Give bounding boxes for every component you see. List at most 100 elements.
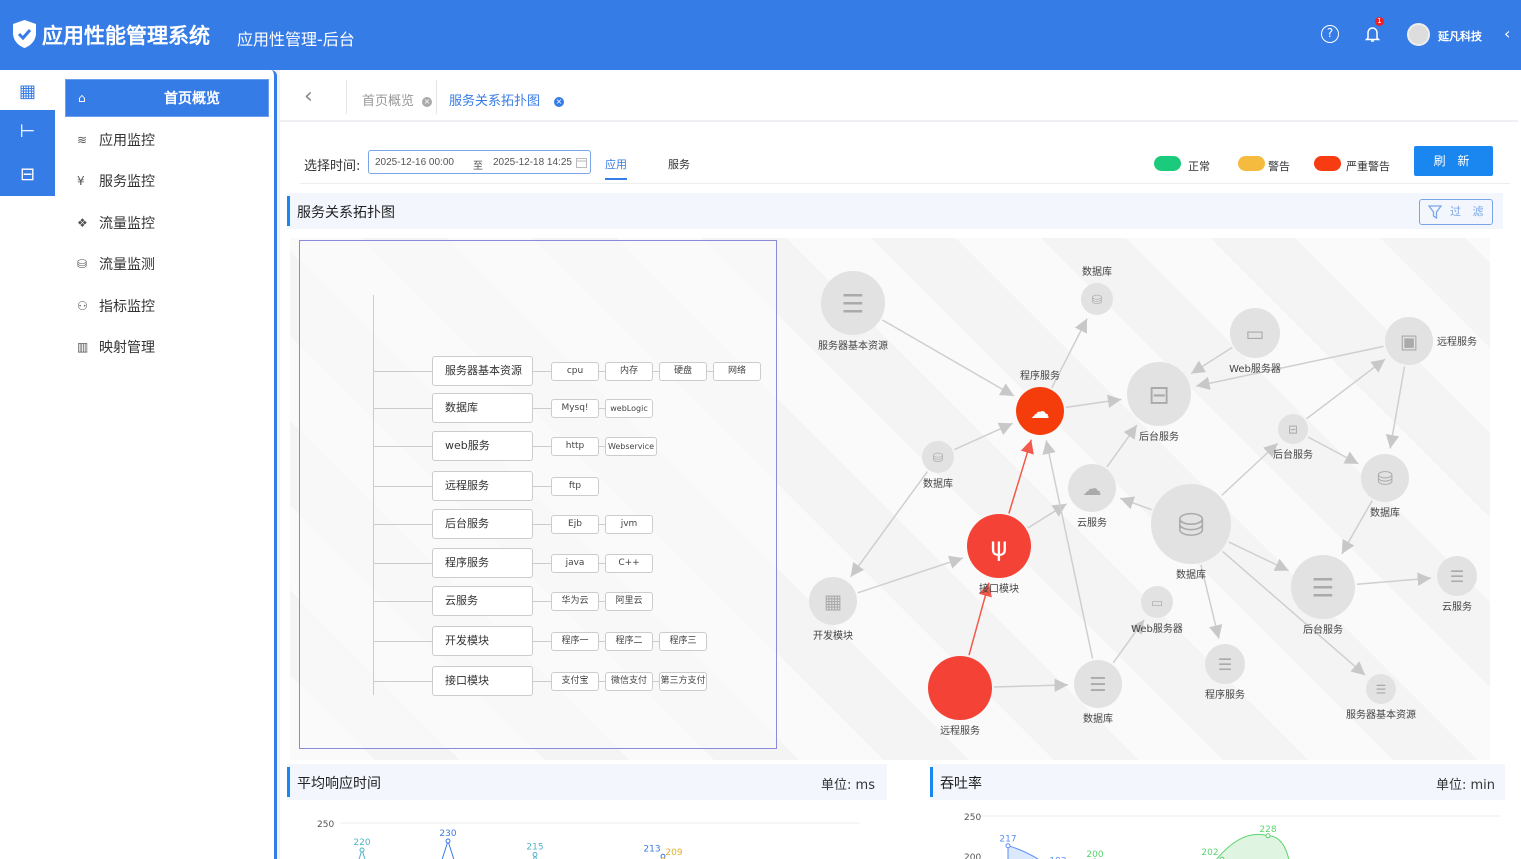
node-circle[interactable] <box>1366 674 1396 704</box>
data-point[interactable] <box>445 838 451 844</box>
menu-item[interactable]: ▥ 映射管理 <box>65 328 269 366</box>
tree-child-node[interactable]: java <box>551 554 599 573</box>
tree-child-node[interactable]: 内存 <box>605 362 653 381</box>
view-tab-service[interactable]: 服务 <box>668 158 690 171</box>
menu-item[interactable]: ≋ 应用监控 <box>65 121 269 159</box>
topology-node[interactable]: ⛁ 数据库 <box>1081 265 1113 315</box>
node-circle[interactable] <box>967 514 1031 578</box>
tree-child-node[interactable]: 阿里云 <box>605 592 653 611</box>
topology-node[interactable]: ⛁ 数据库 <box>1361 454 1409 519</box>
data-point[interactable] <box>1265 833 1271 839</box>
tree-parent-node[interactable]: 后台服务 <box>432 509 533 539</box>
topology-node[interactable]: ☰ 后台服务 <box>1291 555 1355 636</box>
node-circle[interactable] <box>1385 317 1433 365</box>
calendar-icon[interactable] <box>576 157 587 168</box>
topology-node[interactable]: ☰ 云服务 <box>1437 556 1477 613</box>
tree-child-node[interactable]: 程序一 <box>551 632 599 651</box>
server-icon[interactable]: ⊟ <box>0 152 55 196</box>
avatar[interactable] <box>1407 23 1430 46</box>
date-range-picker[interactable]: 2025-12-16 00:00 至 2025-12-18 14:25 <box>368 150 591 174</box>
back-chevron-icon[interactable]: ‹ <box>304 84 313 109</box>
tree-child-node[interactable]: 微信支付 <box>605 672 653 691</box>
node-circle[interactable] <box>1127 362 1191 426</box>
node-circle[interactable] <box>809 577 857 625</box>
node-circle[interactable] <box>1151 484 1231 564</box>
topology-node[interactable]: ▭ Web服务器 <box>1131 586 1183 635</box>
close-icon[interactable]: × <box>554 96 565 107</box>
node-circle[interactable] <box>1437 556 1477 596</box>
node-circle[interactable] <box>1205 644 1245 684</box>
topology-node[interactable]: ψ 接口模块 <box>967 514 1031 595</box>
topology-node[interactable]: ☰ 服务器基本资源 <box>818 271 888 352</box>
grid-icon[interactable]: ▦ <box>0 70 55 112</box>
topology-node[interactable]: ⊟ 后台服务 <box>1127 362 1191 443</box>
tree-child-node[interactable]: 程序二 <box>605 632 653 651</box>
topology-node[interactable]: ▣ 远程服务 <box>1385 317 1477 365</box>
bell-icon[interactable] <box>1365 26 1380 43</box>
topology-node[interactable]: ☰ 服务器基本资源 <box>1346 674 1416 721</box>
tree-child-node[interactable]: C++ <box>605 554 653 573</box>
node-circle[interactable] <box>1361 454 1409 502</box>
node-circle[interactable] <box>1291 555 1355 619</box>
tree-child-node[interactable]: 程序三 <box>659 632 707 651</box>
tree-parent-node[interactable]: 服务器基本资源 <box>432 356 533 386</box>
node-circle[interactable] <box>1230 308 1280 358</box>
topology-node[interactable]: ☰ 数据库 <box>1074 660 1122 725</box>
help-icon[interactable]: ? <box>1321 25 1339 43</box>
menu-item[interactable]: ❖ 流量监控 <box>65 204 269 242</box>
node-circle[interactable] <box>1081 283 1113 315</box>
tree-child-node[interactable]: 支付宝 <box>551 672 599 691</box>
tree-child-node[interactable]: jvm <box>605 515 653 534</box>
tree-child-node[interactable]: 网络 <box>713 362 761 381</box>
data-point[interactable] <box>532 852 538 857</box>
menu-item[interactable]: ¥ 服务监控 <box>65 162 269 200</box>
close-icon[interactable]: × <box>422 96 433 107</box>
tree-child-node[interactable]: Ejb <box>551 515 599 534</box>
tree-child-node[interactable]: ftp <box>551 477 599 496</box>
data-point[interactable] <box>359 847 365 853</box>
data-point[interactable] <box>1005 843 1011 849</box>
menu-item[interactable]: ⛁ 流量监测 <box>65 245 269 283</box>
topology-node[interactable]: ⛁ 数据库 <box>1151 484 1231 581</box>
node-circle[interactable] <box>1074 660 1122 708</box>
end-date[interactable]: 2025-12-18 14:25 <box>493 157 572 168</box>
tree-parent-node[interactable]: 远程服务 <box>432 471 533 501</box>
tree-child-node[interactable]: 硬盘 <box>659 362 707 381</box>
topology-node[interactable]: ⛁ 数据库 <box>922 441 954 490</box>
tree-parent-node[interactable]: 数据库 <box>432 393 533 423</box>
tree-parent-node[interactable]: web服务 <box>432 431 533 461</box>
tree-child-node[interactable]: Webservice <box>605 437 657 456</box>
tree-parent-node[interactable]: 云服务 <box>432 586 533 616</box>
topology-node[interactable]: 远程服务 <box>928 656 992 737</box>
menu-item[interactable]: ⌂ 首页概览 <box>65 79 269 117</box>
tree-child-node[interactable]: 华为云 <box>551 592 599 611</box>
collapse-chevron-icon[interactable]: ‹ <box>1504 24 1511 43</box>
tab-topology[interactable]: 服务关系拓扑图 × <box>449 90 565 109</box>
topology-node[interactable]: ☁ 程序服务 <box>1016 369 1064 435</box>
tree-parent-node[interactable]: 开发模块 <box>432 626 533 656</box>
node-circle[interactable] <box>1278 414 1308 444</box>
tree-child-node[interactable]: webLogic <box>605 399 653 418</box>
tree-child-node[interactable]: http <box>551 437 599 456</box>
start-date[interactable]: 2025-12-16 00:00 <box>375 157 454 168</box>
topology-node[interactable]: ☁ 云服务 <box>1068 464 1116 529</box>
node-circle[interactable] <box>922 441 954 473</box>
menu-item[interactable]: ⚇ 指标监控 <box>65 287 269 325</box>
tree-child-node[interactable]: cpu <box>551 362 599 381</box>
tab-home[interactable]: 首页概览 × <box>362 90 433 109</box>
filter-button[interactable]: 过 滤 <box>1419 199 1493 225</box>
user-name[interactable]: 延凡科技 <box>1438 30 1482 43</box>
node-circle[interactable] <box>1141 586 1173 618</box>
branch-icon[interactable]: ⊢ <box>0 110 55 152</box>
refresh-button[interactable]: 刷 新 <box>1414 146 1493 176</box>
topology-node[interactable]: ▭ Web服务器 <box>1229 308 1281 375</box>
node-circle[interactable] <box>928 656 992 720</box>
topology-node[interactable]: ☰ 程序服务 <box>1205 644 1245 701</box>
node-circle[interactable] <box>1068 464 1116 512</box>
tree-child-node[interactable]: Mysq! <box>551 399 599 418</box>
tree-parent-node[interactable]: 接口模块 <box>432 666 533 696</box>
tree-child-node[interactable]: 第三方支付 <box>659 672 707 691</box>
view-tab-app[interactable]: 应用 <box>605 156 627 180</box>
node-circle[interactable] <box>1016 387 1064 435</box>
topology-node[interactable]: ⊟ 后台服务 <box>1273 414 1313 461</box>
